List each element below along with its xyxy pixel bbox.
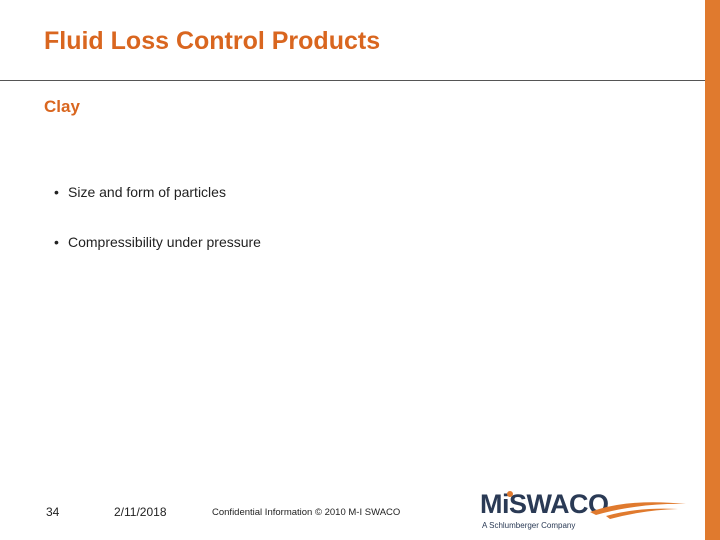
- footer-date: 2/11/2018: [114, 505, 167, 519]
- svg-text:MiSWACO: MiSWACO: [480, 489, 609, 519]
- accent-side-bar: [705, 0, 720, 540]
- mi-swaco-logo: MiSWACO A Schlumberger Company: [480, 489, 686, 530]
- title-divider: [0, 80, 705, 81]
- slide-subtitle: Clay: [44, 97, 80, 116]
- logo-dot-icon: [507, 491, 513, 497]
- bullet-list: • Size and form of particles • Compressibi…: [54, 182, 261, 282]
- page-number: 34: [46, 505, 60, 519]
- logo-tagline: A Schlumberger Company: [482, 521, 575, 530]
- confidential-notice: Confidential Information © 2010 M-I SWAC…: [212, 507, 401, 518]
- bullet-item: • Size and form of particles: [54, 182, 261, 232]
- logo-swoosh-icon: [590, 502, 686, 515]
- bullet-text: Compressibility under pressure: [68, 234, 261, 250]
- logo-swoosh-icon: [606, 508, 678, 519]
- bullet-dot-icon: •: [54, 234, 59, 250]
- slide-title: Fluid Loss Control Products: [44, 27, 381, 55]
- bullet-item: • Compressibility under pressure: [54, 232, 261, 282]
- bullet-dot-icon: •: [54, 184, 59, 200]
- bullet-text: Size and form of particles: [68, 184, 226, 200]
